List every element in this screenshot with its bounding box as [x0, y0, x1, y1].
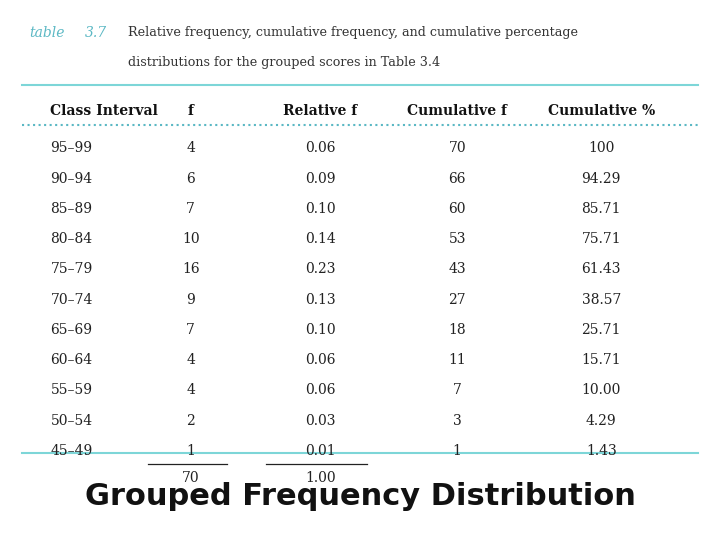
Text: 1: 1: [186, 444, 195, 458]
Text: 0.23: 0.23: [305, 262, 336, 276]
Text: 60–64: 60–64: [50, 353, 93, 367]
Text: Class Interval: Class Interval: [50, 104, 158, 118]
Text: 1.43: 1.43: [586, 444, 616, 458]
Text: 10: 10: [182, 232, 199, 246]
Text: 4: 4: [186, 383, 195, 397]
Text: Grouped Frequency Distribution: Grouped Frequency Distribution: [84, 482, 636, 511]
Text: f: f: [188, 104, 194, 118]
Text: 100: 100: [588, 141, 614, 156]
Text: 45–49: 45–49: [50, 444, 93, 458]
Text: 90–94: 90–94: [50, 172, 93, 186]
Text: 70: 70: [182, 471, 199, 485]
Text: Cumulative %: Cumulative %: [548, 104, 654, 118]
Text: Relative frequency, cumulative frequency, and cumulative percentage: Relative frequency, cumulative frequency…: [128, 26, 578, 39]
Text: 10.00: 10.00: [582, 383, 621, 397]
Text: 0.06: 0.06: [305, 353, 336, 367]
Text: 55–59: 55–59: [50, 383, 92, 397]
Text: 6: 6: [186, 172, 195, 186]
Text: 53: 53: [449, 232, 466, 246]
Text: 1: 1: [453, 444, 462, 458]
Text: 50–54: 50–54: [50, 414, 93, 428]
Text: 0.09: 0.09: [305, 172, 336, 186]
Text: 0.10: 0.10: [305, 323, 336, 337]
Text: 3.7: 3.7: [85, 26, 107, 40]
Text: 0.13: 0.13: [305, 293, 336, 307]
Text: 75.71: 75.71: [581, 232, 621, 246]
Text: 0.10: 0.10: [305, 202, 336, 216]
Text: 9: 9: [186, 293, 195, 307]
Text: 25.71: 25.71: [582, 323, 621, 337]
Text: 16: 16: [182, 262, 199, 276]
Text: table: table: [29, 26, 64, 40]
Text: 94.29: 94.29: [582, 172, 621, 186]
Text: 4.29: 4.29: [586, 414, 616, 428]
Text: 65–69: 65–69: [50, 323, 92, 337]
Text: 66: 66: [449, 172, 466, 186]
Text: 1.00: 1.00: [305, 471, 336, 485]
Text: distributions for the grouped scores in Table 3.4: distributions for the grouped scores in …: [128, 56, 441, 69]
Text: 4: 4: [186, 141, 195, 156]
Text: Cumulative f: Cumulative f: [408, 104, 507, 118]
Text: 2: 2: [186, 414, 195, 428]
Text: 4: 4: [186, 353, 195, 367]
Text: 95–99: 95–99: [50, 141, 92, 156]
Text: 7: 7: [186, 202, 195, 216]
Text: 61.43: 61.43: [582, 262, 621, 276]
Text: 27: 27: [449, 293, 466, 307]
Text: 80–84: 80–84: [50, 232, 93, 246]
Text: 75–79: 75–79: [50, 262, 93, 276]
Text: 0.01: 0.01: [305, 444, 336, 458]
Text: 18: 18: [449, 323, 466, 337]
Text: 3: 3: [453, 414, 462, 428]
Text: 0.06: 0.06: [305, 383, 336, 397]
Text: 70: 70: [449, 141, 466, 156]
Text: 0.14: 0.14: [305, 232, 336, 246]
Text: 60: 60: [449, 202, 466, 216]
Text: 7: 7: [453, 383, 462, 397]
Text: 0.03: 0.03: [305, 414, 336, 428]
Text: Relative f: Relative f: [283, 104, 358, 118]
Text: 11: 11: [449, 353, 466, 367]
Text: 7: 7: [186, 323, 195, 337]
Text: 15.71: 15.71: [581, 353, 621, 367]
Text: 43: 43: [449, 262, 466, 276]
Text: 0.06: 0.06: [305, 141, 336, 156]
Text: 85.71: 85.71: [582, 202, 621, 216]
Text: 70–74: 70–74: [50, 293, 93, 307]
Text: 38.57: 38.57: [582, 293, 621, 307]
Text: 85–89: 85–89: [50, 202, 92, 216]
